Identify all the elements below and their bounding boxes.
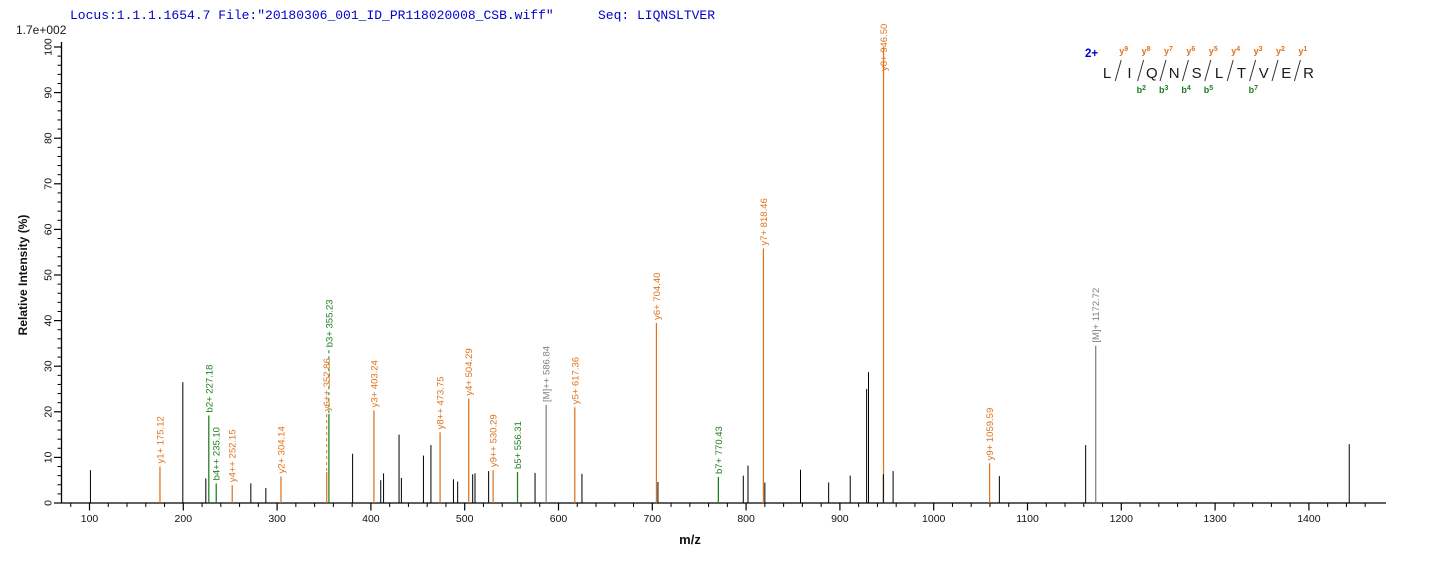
svg-text:30: 30 xyxy=(43,360,55,372)
svg-text:1300: 1300 xyxy=(1203,513,1227,525)
peak-label: y6++ 352.86 xyxy=(322,358,333,411)
residue-letter: L xyxy=(1215,65,1223,82)
residue-letter: Q xyxy=(1146,65,1158,82)
ion-label: y7 xyxy=(1164,46,1173,56)
ion-label: y9 xyxy=(1119,46,1128,56)
svg-text:10: 10 xyxy=(43,451,55,463)
ion-label: b5 xyxy=(1204,85,1214,95)
svg-text:40: 40 xyxy=(43,315,55,327)
svg-text:70: 70 xyxy=(43,178,55,190)
svg-text:20: 20 xyxy=(43,406,55,418)
cleavage-mark xyxy=(1271,59,1279,82)
svg-text:800: 800 xyxy=(737,513,755,525)
cleavage-mark xyxy=(1226,59,1234,82)
ion-label: y4 xyxy=(1231,46,1240,56)
peak-label: b5+ 556.31 xyxy=(513,421,524,469)
svg-text:200: 200 xyxy=(175,513,193,525)
x-axis-title: m/z xyxy=(679,532,701,547)
ion-label: y1 xyxy=(1298,46,1307,56)
peak-label: b7+ 770.43 xyxy=(714,426,725,474)
svg-text:80: 80 xyxy=(43,132,55,144)
peak-labels: y1+ 175.12 b2+ 227.18 b4++ 235.10 y4++ 252.… xyxy=(155,24,1102,482)
peak-label: y8++ 473.75 xyxy=(436,376,447,429)
peak-label: y5+ 617.36 xyxy=(570,357,581,404)
residue-letter: I xyxy=(1127,65,1131,82)
ion-label: y5 xyxy=(1209,46,1218,56)
peak-label: y9++ 530.29 xyxy=(489,414,500,467)
ion-label: b3 xyxy=(1159,85,1169,95)
cleavage-mark xyxy=(1137,59,1145,82)
ion-label: b4 xyxy=(1181,85,1191,95)
y-axis-title: Relative Intensity (%) xyxy=(16,215,30,336)
svg-text:90: 90 xyxy=(43,87,55,99)
residue-letter: N xyxy=(1169,65,1180,82)
cleavage-mark xyxy=(1181,59,1189,82)
residue-letter: S xyxy=(1192,65,1202,82)
peak-label: y1+ 175.12 xyxy=(155,416,166,463)
peak-label: b3+ 355.23 xyxy=(324,299,335,347)
residue-letter: T xyxy=(1237,65,1246,82)
cleavage-mark xyxy=(1249,59,1257,82)
peak-label: y4+ 504.29 xyxy=(464,348,475,395)
cleavage-mark xyxy=(1114,59,1122,82)
locus-file-label: Locus:1.1.1.1654.7 File:"20180306_001_ID… xyxy=(70,8,554,23)
residue-letter: E xyxy=(1281,65,1291,82)
svg-text:0: 0 xyxy=(43,500,55,506)
ion-label: y3 xyxy=(1254,46,1263,56)
ion-label: b7 xyxy=(1249,85,1259,95)
residue-letter: V xyxy=(1259,65,1269,82)
svg-text:50: 50 xyxy=(43,269,55,281)
residue-letter: L xyxy=(1103,65,1111,82)
peak-label: y6+ 704.40 xyxy=(652,273,663,320)
precursor-charge-label: 2+ xyxy=(1085,48,1098,60)
svg-text:1000: 1000 xyxy=(922,513,946,525)
assigned-peaks xyxy=(159,47,1097,503)
ion-label: b2 xyxy=(1137,85,1147,95)
peak-label: y3+ 403.24 xyxy=(369,360,380,407)
svg-text:500: 500 xyxy=(456,513,474,525)
axes: 100 200 300 400 500 600 700 800 900 1000 1100 1200 1… xyxy=(43,38,1386,525)
svg-text:300: 300 xyxy=(268,513,286,525)
sequence-label: Seq: LIQNSLTVER xyxy=(598,8,716,23)
header-bar: Locus:1.1.1.1654.7 File:"20180306_001_ID… xyxy=(0,8,1436,26)
svg-text:60: 60 xyxy=(43,223,55,235)
residue-letter: R xyxy=(1303,65,1314,82)
ion-label: y2 xyxy=(1276,46,1285,56)
svg-text:100: 100 xyxy=(43,38,55,56)
cleavage-mark xyxy=(1204,59,1212,82)
peak-label: y2+ 304.14 xyxy=(276,426,287,473)
peak-label: y9+ 1059.59 xyxy=(985,408,996,461)
peak-label: b2+ 227.18 xyxy=(204,365,215,413)
peak-label: [M]++ 586.84 xyxy=(542,346,553,402)
peak-label: y8+ 946.50 xyxy=(879,24,890,71)
cleavage-mark xyxy=(1159,59,1167,82)
peak-label: y4++ 252.15 xyxy=(228,429,239,482)
svg-text:1100: 1100 xyxy=(1016,513,1039,525)
svg-text:900: 900 xyxy=(831,513,849,525)
ion-label: y6 xyxy=(1186,46,1195,56)
svg-text:400: 400 xyxy=(362,513,380,525)
svg-text:700: 700 xyxy=(644,513,662,525)
base-peak-intensity-label: 1.7e+002 xyxy=(16,23,67,37)
unassigned-peaks xyxy=(89,372,1350,503)
svg-text:600: 600 xyxy=(550,513,568,525)
svg-text:1200: 1200 xyxy=(1110,513,1134,525)
svg-text:100: 100 xyxy=(81,513,99,525)
peak-label: b4++ 235.10 xyxy=(212,427,223,480)
svg-text:1400: 1400 xyxy=(1297,513,1321,525)
peak-label: [M]+ 1172.72 xyxy=(1091,288,1102,343)
peak-label: y7+ 818.46 xyxy=(759,198,770,245)
cleavage-mark xyxy=(1293,59,1301,82)
ion-label: y8 xyxy=(1142,46,1151,56)
